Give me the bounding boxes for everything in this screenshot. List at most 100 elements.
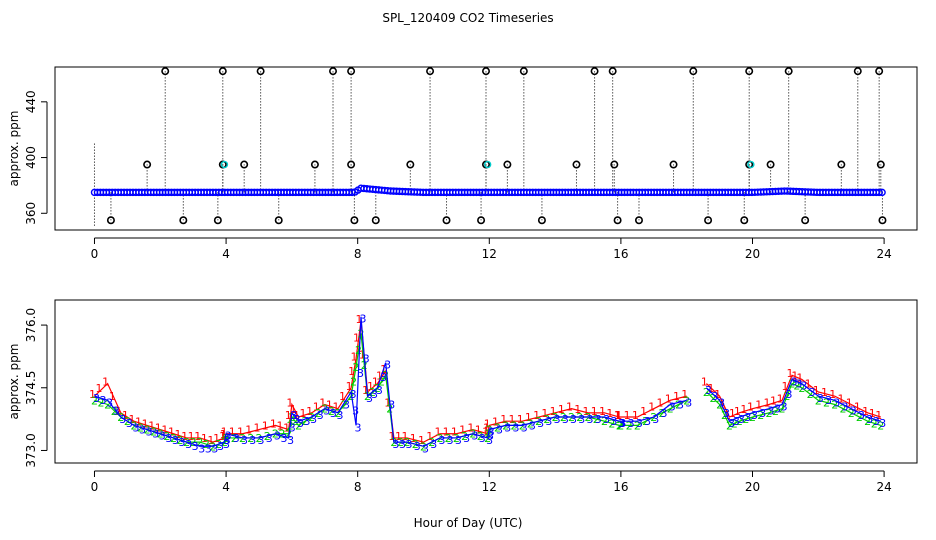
series-1-point: 1	[270, 417, 277, 430]
series-2-point: 2	[642, 415, 649, 428]
top-x-tick-label: 4	[222, 247, 230, 261]
series-2-point: 2	[608, 417, 615, 430]
series-1-point: 1	[786, 367, 793, 380]
series-3-point: 3	[233, 432, 240, 445]
series-2-point: 2	[279, 428, 286, 441]
outlier-point-high	[784, 67, 793, 76]
series-2-point: 2	[784, 390, 791, 403]
series-1-point: 1	[500, 413, 507, 426]
series-1-point: 1	[615, 409, 622, 422]
series-1-point: 1	[161, 424, 168, 437]
outlier-point-low	[179, 216, 188, 225]
series-1-point: 1	[582, 405, 589, 418]
series-1-point: 1	[665, 392, 672, 405]
series-1-point: 1	[237, 426, 244, 439]
series-3-point: 3	[554, 413, 561, 426]
series-2-point: 2	[98, 396, 105, 409]
series-1-point: 1	[253, 422, 260, 435]
outlier-point-low	[634, 216, 643, 225]
series-1-point: 1	[221, 426, 228, 439]
series-3-point: 3	[106, 396, 113, 409]
series-2-point: 2	[742, 413, 749, 426]
series-1-point: 1	[829, 388, 836, 401]
series-3-point: 3	[159, 430, 166, 443]
series-3-point: 3	[350, 388, 357, 401]
series-1-point: 1	[657, 396, 664, 409]
series-3-point: 3	[733, 415, 740, 428]
outlier-point-low	[613, 216, 622, 225]
series-3-point: 3	[119, 413, 126, 426]
series-3-point: 3	[343, 398, 350, 411]
series-2-point: 2	[675, 398, 682, 411]
series-3-point: 3	[304, 415, 311, 428]
series-1-point: 1	[508, 413, 515, 426]
series-3-point: 3	[274, 430, 281, 443]
series-2-point: 2	[386, 403, 393, 416]
series-3-point: 3	[841, 400, 848, 413]
outlier-point-mid	[240, 160, 249, 169]
series-1-point: 1	[459, 424, 466, 437]
series-3-point: 3	[359, 313, 366, 326]
series-1-point: 1	[372, 376, 379, 389]
series-1-point: 1	[673, 390, 680, 403]
outlier-point-high	[745, 67, 754, 76]
outlier-point-high	[218, 67, 227, 76]
series-3-point: 3	[833, 396, 840, 409]
series-3-point: 3	[529, 419, 536, 432]
series-3-point: 3	[310, 413, 317, 426]
series-3-point: 3	[330, 407, 337, 420]
series-1-point: 1	[475, 424, 482, 437]
series-3-point: 3	[406, 438, 413, 451]
series-3-point: 3	[132, 421, 139, 434]
series-2-point: 2	[350, 376, 357, 389]
flag-point	[483, 160, 492, 169]
series-1-point: 1	[213, 432, 220, 445]
outlier-point-high	[590, 67, 599, 76]
series-1-point: 1	[109, 390, 116, 403]
series-3-point: 3	[371, 388, 378, 401]
outlier-point-low	[740, 216, 749, 225]
series-1-point: 1	[558, 403, 565, 416]
outlier-point-high	[853, 67, 862, 76]
series-1-point: 1	[168, 426, 175, 439]
series-2-point: 2	[731, 417, 738, 430]
outlier-point-mid	[406, 160, 415, 169]
series-3-point: 3	[479, 432, 486, 445]
series-1-point: 1	[376, 369, 383, 382]
series-3-point: 3	[728, 417, 735, 430]
series-3-point: 3	[790, 375, 797, 388]
series-3-point: 3	[759, 407, 766, 420]
series-3-point: 3	[357, 367, 364, 380]
series-2-point: 2	[382, 369, 389, 382]
series-1-point: 1	[763, 396, 770, 409]
series-3-point: 3	[504, 421, 511, 434]
series-1-point: 1	[155, 422, 162, 435]
series-2-point: 2	[772, 405, 779, 418]
series-1-point: 1	[846, 396, 853, 409]
outlier-point-high	[608, 67, 617, 76]
series-2-point: 2	[839, 403, 846, 416]
series-1-point: 1	[122, 409, 129, 422]
series-3-point: 3	[718, 396, 725, 409]
series-3-point: 3	[185, 438, 192, 451]
series-1-point: 1	[293, 409, 300, 422]
series-2-point: 2	[736, 415, 743, 428]
outlier-point-mid	[572, 160, 581, 169]
series-3-point: 3	[217, 440, 224, 453]
series-1-point: 1	[384, 396, 391, 409]
series-2-point: 2	[378, 376, 385, 389]
outlier-point-mid	[310, 160, 319, 169]
series-1-point: 1	[402, 430, 409, 443]
series-1-point: 1	[648, 401, 655, 414]
flag-point	[747, 160, 755, 169]
bottom-x-tick-label: 4	[222, 480, 230, 494]
series-2-point: 2	[348, 390, 355, 403]
series-1-point: 1	[219, 430, 226, 443]
series-3-point: 3	[850, 405, 857, 418]
series-1-point: 1	[286, 396, 293, 409]
outlier-point-high	[519, 67, 528, 76]
series-2-point: 2	[616, 419, 623, 432]
series-3-point: 3	[562, 413, 569, 426]
series-2-point: 2	[626, 419, 633, 432]
series-1-point: 1	[606, 407, 613, 420]
